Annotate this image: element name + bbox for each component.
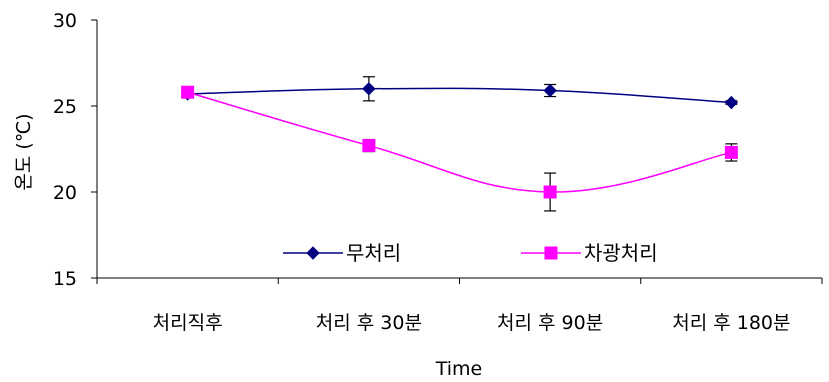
data-point <box>181 85 195 99</box>
x-axis-label: Time <box>435 358 483 380</box>
x-tick-label: 처리 후 180분 <box>672 312 790 334</box>
x-tick-labels: 처리직후 처리 후 30분 처리 후 90분 처리 후 180분 <box>153 312 791 334</box>
legend-swatch-marker <box>544 246 558 260</box>
data-point <box>543 185 557 199</box>
series-line <box>187 91 732 193</box>
data-point <box>362 139 376 153</box>
x-tick-label: 처리직후 <box>153 312 223 334</box>
y-tick-label: 25 <box>53 96 77 118</box>
legend-swatch-marker <box>306 246 320 260</box>
y-tick-labels: 15 20 25 30 <box>53 10 77 290</box>
series-group <box>180 76 739 212</box>
x-tick-label: 처리 후 30분 <box>316 312 422 334</box>
legend-item-2: 차광처리 <box>521 241 658 265</box>
series-line <box>187 87 732 104</box>
legend-label: 무처리 <box>346 241 401 265</box>
y-tick-label: 20 <box>53 182 77 204</box>
y-axis-label: 온도 (℃) <box>13 113 35 190</box>
legend-label: 차광처리 <box>584 241 658 265</box>
data-point <box>724 145 738 159</box>
data-point <box>724 95 739 110</box>
data-point <box>543 83 557 98</box>
series-1 <box>180 76 739 110</box>
series-2 <box>181 85 738 212</box>
y-tick-label: 30 <box>53 10 77 32</box>
data-point <box>362 82 376 96</box>
x-tick-label: 처리 후 90분 <box>497 312 603 334</box>
legend-item-1: 무처리 <box>283 241 401 265</box>
legend: 무처리 차광처리 <box>283 241 658 265</box>
axes <box>91 19 823 284</box>
y-tick-label: 15 <box>53 268 77 290</box>
